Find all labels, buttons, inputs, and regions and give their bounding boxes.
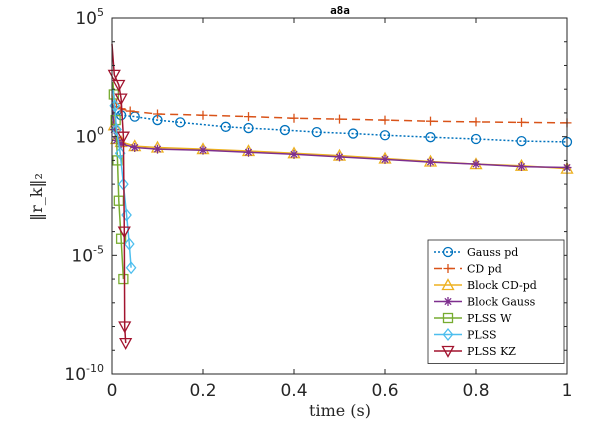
series-line bbox=[111, 43, 127, 344]
data-point bbox=[153, 109, 162, 119]
data-point bbox=[116, 139, 126, 149]
data-point bbox=[119, 337, 133, 350]
data-point bbox=[289, 113, 299, 123]
y-axis-label: ‖r_k‖₂ bbox=[27, 173, 46, 221]
series-cd-pd bbox=[111, 95, 572, 128]
legend-marker bbox=[442, 327, 454, 342]
data-point bbox=[117, 226, 131, 239]
data-point bbox=[426, 157, 435, 167]
data-point bbox=[114, 93, 128, 106]
data-point bbox=[311, 126, 322, 138]
data-point bbox=[198, 145, 208, 155]
legend-marker bbox=[441, 278, 455, 291]
x-tick-label: 0.6 bbox=[371, 381, 398, 401]
chart-title: a8a bbox=[330, 4, 350, 17]
x-tick-label: 0.4 bbox=[280, 381, 307, 401]
x-axis-label: time (s) bbox=[309, 401, 371, 419]
legend-marker bbox=[442, 312, 454, 324]
data-point bbox=[517, 117, 526, 127]
data-point bbox=[347, 128, 359, 139]
data-point bbox=[244, 147, 253, 157]
x-tick-label: 0.8 bbox=[462, 381, 489, 401]
series-plss-kz bbox=[107, 43, 133, 350]
data-point bbox=[279, 124, 291, 136]
legend-label: Block CD-pd bbox=[467, 279, 537, 292]
data-point bbox=[335, 114, 344, 124]
data-point bbox=[116, 131, 130, 144]
legend-item: PLSS W bbox=[434, 312, 512, 325]
x-tick-label: 1 bbox=[562, 381, 573, 401]
legend-label: PLSS bbox=[467, 329, 497, 342]
data-point bbox=[470, 133, 482, 145]
legend-marker bbox=[441, 345, 455, 358]
data-point bbox=[471, 159, 481, 169]
legend-marker bbox=[442, 246, 454, 258]
legend-label: Block Gauss bbox=[467, 296, 536, 309]
data-point bbox=[125, 261, 137, 275]
legend-label: CD pd bbox=[467, 263, 502, 276]
series-line bbox=[111, 101, 568, 143]
legend-label: PLSS W bbox=[467, 312, 512, 325]
data-point bbox=[426, 116, 435, 126]
legend-item: PLSS bbox=[434, 327, 497, 342]
data-point bbox=[220, 121, 231, 132]
data-point bbox=[175, 117, 186, 128]
data-point bbox=[111, 122, 122, 137]
data-point bbox=[471, 117, 481, 127]
data-point bbox=[118, 321, 132, 334]
legend-item: Block Gauss bbox=[434, 296, 536, 309]
x-axis: 0 0.2 0.4 0.6 0.8 1 bbox=[107, 18, 573, 401]
legend-label: PLSS KZ bbox=[467, 345, 516, 358]
legend-label: Gauss pd bbox=[467, 246, 518, 259]
series-layer bbox=[107, 43, 574, 350]
data-point bbox=[380, 154, 390, 164]
x-tick-label: 0 bbox=[107, 381, 118, 401]
data-point bbox=[335, 152, 344, 162]
y-tick-label: 10-5 bbox=[71, 243, 104, 266]
data-point bbox=[198, 110, 208, 120]
data-point bbox=[115, 233, 127, 244]
data-point bbox=[130, 142, 140, 152]
data-point bbox=[243, 122, 254, 134]
legend-item: Block CD-pd bbox=[434, 278, 537, 292]
legend-marker bbox=[443, 297, 453, 306]
data-point bbox=[425, 132, 436, 143]
x-tick-label: 0.2 bbox=[189, 381, 216, 401]
legend-marker bbox=[443, 264, 453, 273]
data-point bbox=[125, 106, 135, 116]
data-point bbox=[118, 273, 129, 285]
data-point bbox=[109, 125, 119, 135]
data-point bbox=[244, 112, 253, 122]
legend-item: CD pd bbox=[434, 263, 502, 276]
y-axis: 105 100 10-5 10-10 bbox=[64, 6, 567, 385]
data-point bbox=[379, 130, 391, 141]
data-point bbox=[516, 135, 527, 147]
plot-area-frame bbox=[111, 17, 568, 375]
y-tick-label: 10-10 bbox=[64, 362, 104, 385]
legend: Gauss pd CD pd Block CD-pd Block Gauss PLSS … bbox=[427, 239, 565, 364]
data-point bbox=[123, 237, 135, 251]
series-gauss-pd bbox=[111, 101, 573, 148]
y-tick-label: 100 bbox=[75, 125, 104, 148]
series-block-gauss bbox=[109, 98, 572, 173]
y-tick-label: 105 bbox=[75, 6, 104, 29]
legend-item: Gauss pd bbox=[434, 246, 518, 259]
data-point bbox=[153, 144, 162, 154]
data-point bbox=[517, 162, 526, 172]
data-point bbox=[380, 115, 390, 125]
data-point bbox=[289, 149, 299, 159]
data-point bbox=[112, 79, 126, 92]
legend-item: PLSS KZ bbox=[434, 345, 516, 358]
